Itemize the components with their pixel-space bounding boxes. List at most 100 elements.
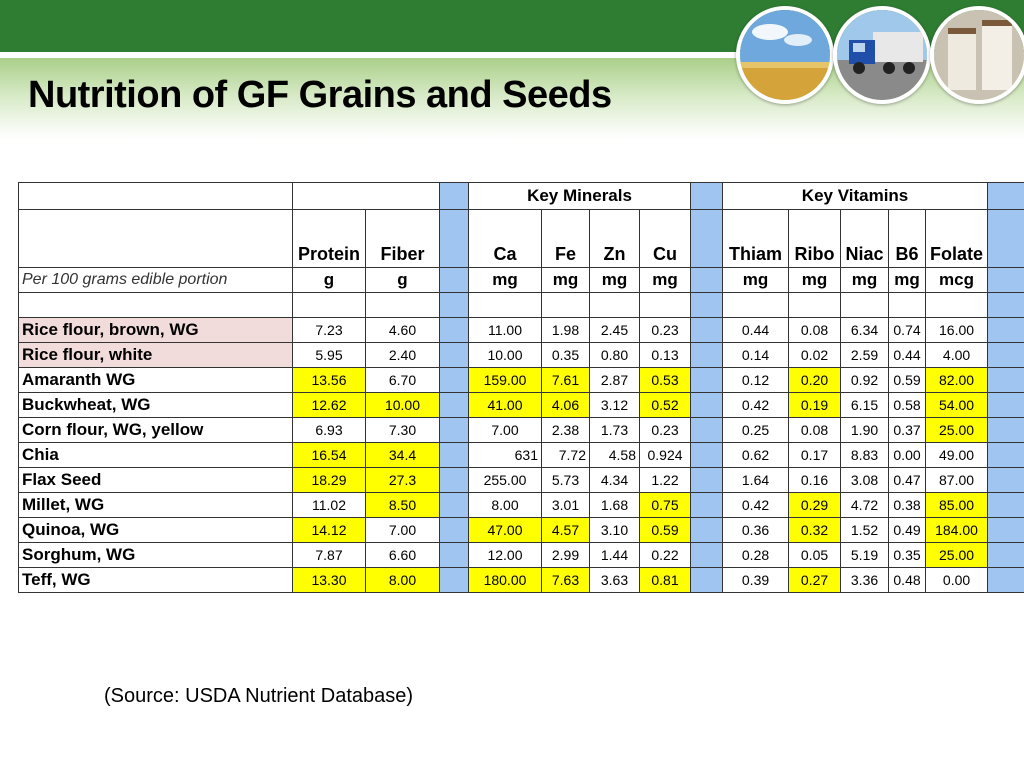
- value-cell: 2.99: [541, 542, 590, 568]
- value-cell: 0.17: [788, 442, 842, 468]
- col-header-thiam: Thiam: [722, 209, 790, 268]
- value-cell: 0.13: [638, 342, 692, 368]
- value-cell: 0.08: [788, 417, 842, 443]
- value-cell: 6.15: [840, 392, 890, 418]
- separator-cell: [439, 442, 469, 468]
- value-cell: 0.47: [888, 467, 927, 493]
- food-name: Corn flour, WG, yellow: [18, 417, 293, 443]
- value-cell: 49.00: [925, 442, 989, 468]
- unit-cell: g: [365, 267, 440, 293]
- separator-cell: [690, 267, 724, 293]
- separator-cell: [987, 292, 1024, 318]
- col-header-cu: Cu: [638, 209, 692, 268]
- value-cell: 47.00: [468, 517, 542, 543]
- value-cell: 0.28: [722, 542, 790, 568]
- value-cell: 1.52: [840, 517, 890, 543]
- value-cell: 25.00: [925, 542, 989, 568]
- value-cell: 5.95: [292, 342, 366, 368]
- value-cell: 4.00: [925, 342, 989, 368]
- value-cell: 0.48: [888, 567, 927, 593]
- col-header-protein: Protein: [292, 209, 366, 268]
- value-cell: 4.06: [541, 392, 590, 418]
- blank-cell: [840, 292, 890, 318]
- value-cell: 0.25: [722, 417, 790, 443]
- value-cell: 12.62: [292, 392, 366, 418]
- value-cell: 1.44: [589, 542, 640, 568]
- value-cell: 18.29: [292, 467, 366, 493]
- value-cell: 13.56: [292, 367, 366, 393]
- food-name: Sorghum, WG: [18, 542, 293, 568]
- separator-cell: [439, 292, 469, 318]
- source-note: (Source: USDA Nutrient Database): [104, 685, 414, 707]
- separator-cell: [439, 267, 469, 293]
- separator-cell: [439, 542, 469, 568]
- key-vitamins-header: Key Vitamins: [722, 182, 989, 210]
- value-cell: 0.02: [788, 342, 842, 368]
- separator-cell: [690, 209, 724, 268]
- nutrition-table: Key Minerals Key Vitamins Protein Fiber …: [18, 182, 1024, 593]
- separator-cell: [690, 367, 724, 393]
- value-cell: 11.02: [292, 492, 366, 518]
- col-header-fiber: Fiber: [365, 209, 440, 268]
- value-cell: 1.73: [589, 417, 640, 443]
- value-cell: 87.00: [925, 467, 989, 493]
- value-cell: 0.80: [589, 342, 640, 368]
- separator-cell: [987, 567, 1024, 593]
- header-cell: [18, 182, 293, 210]
- unit-cell: mg: [888, 267, 927, 293]
- unit-cell: mg: [840, 267, 890, 293]
- value-cell: 0.22: [638, 542, 692, 568]
- value-cell: 1.68: [589, 492, 640, 518]
- blank-cell: [18, 292, 293, 318]
- separator-cell: [987, 542, 1024, 568]
- value-cell: 0.19: [788, 392, 842, 418]
- value-cell: 4.72: [840, 492, 890, 518]
- table-row: Quinoa, WG 14.12 7.00 47.00 4.57 3.10 0.59 0.36…: [18, 517, 1024, 543]
- col-header-ca: Ca: [468, 209, 542, 268]
- blank-cell: [468, 292, 542, 318]
- unit-cell: mg: [788, 267, 842, 293]
- separator-cell: [439, 517, 469, 543]
- value-cell: 0.44: [888, 342, 927, 368]
- value-cell: 3.01: [541, 492, 590, 518]
- value-cell: 11.00: [468, 317, 542, 343]
- food-name: Teff, WG: [18, 567, 293, 593]
- value-cell: 159.00: [468, 367, 542, 393]
- value-cell: 0.35: [541, 342, 590, 368]
- header-cell: [292, 182, 440, 210]
- separator-cell: [987, 442, 1024, 468]
- value-cell: 4.57: [541, 517, 590, 543]
- value-cell: 6.60: [365, 542, 440, 568]
- value-cell: 3.36: [840, 567, 890, 593]
- value-cell: 0.53: [638, 367, 692, 393]
- value-cell: 3.63: [589, 567, 640, 593]
- value-cell: 2.40: [365, 342, 440, 368]
- separator-cell: [690, 417, 724, 443]
- value-cell: 2.59: [840, 342, 890, 368]
- table-row: Corn flour, WG, yellow 6.93 7.30 7.00 2.38 1.…: [18, 417, 1024, 443]
- value-cell: 16.00: [925, 317, 989, 343]
- value-cell: 0.74: [888, 317, 927, 343]
- separator-cell: [987, 267, 1024, 293]
- unit-cell: mg: [589, 267, 640, 293]
- units-row: Per 100 grams edible portion g g mg mg m…: [18, 267, 1024, 293]
- value-cell: 631: [468, 442, 542, 468]
- value-cell: 3.08: [840, 467, 890, 493]
- separator-cell: [987, 517, 1024, 543]
- value-cell: 255.00: [468, 467, 542, 493]
- food-name: Chia: [18, 442, 293, 468]
- food-name: Buckwheat, WG: [18, 392, 293, 418]
- separator-cell: [690, 517, 724, 543]
- unit-cell: mg: [638, 267, 692, 293]
- unit-cell: g: [292, 267, 366, 293]
- value-cell: 6.93: [292, 417, 366, 443]
- value-cell: 0.32: [788, 517, 842, 543]
- truck-photo: [833, 6, 931, 104]
- portion-label: Per 100 grams edible portion: [18, 267, 293, 293]
- col-header-niac: Niac: [840, 209, 890, 268]
- value-cell: 7.23: [292, 317, 366, 343]
- value-cell: 0.27: [788, 567, 842, 593]
- table-row: Flax Seed 18.29 27.3 255.00 5.73 4.34 1.22 1.64…: [18, 467, 1024, 493]
- separator-cell: [439, 392, 469, 418]
- value-cell: 10.00: [365, 392, 440, 418]
